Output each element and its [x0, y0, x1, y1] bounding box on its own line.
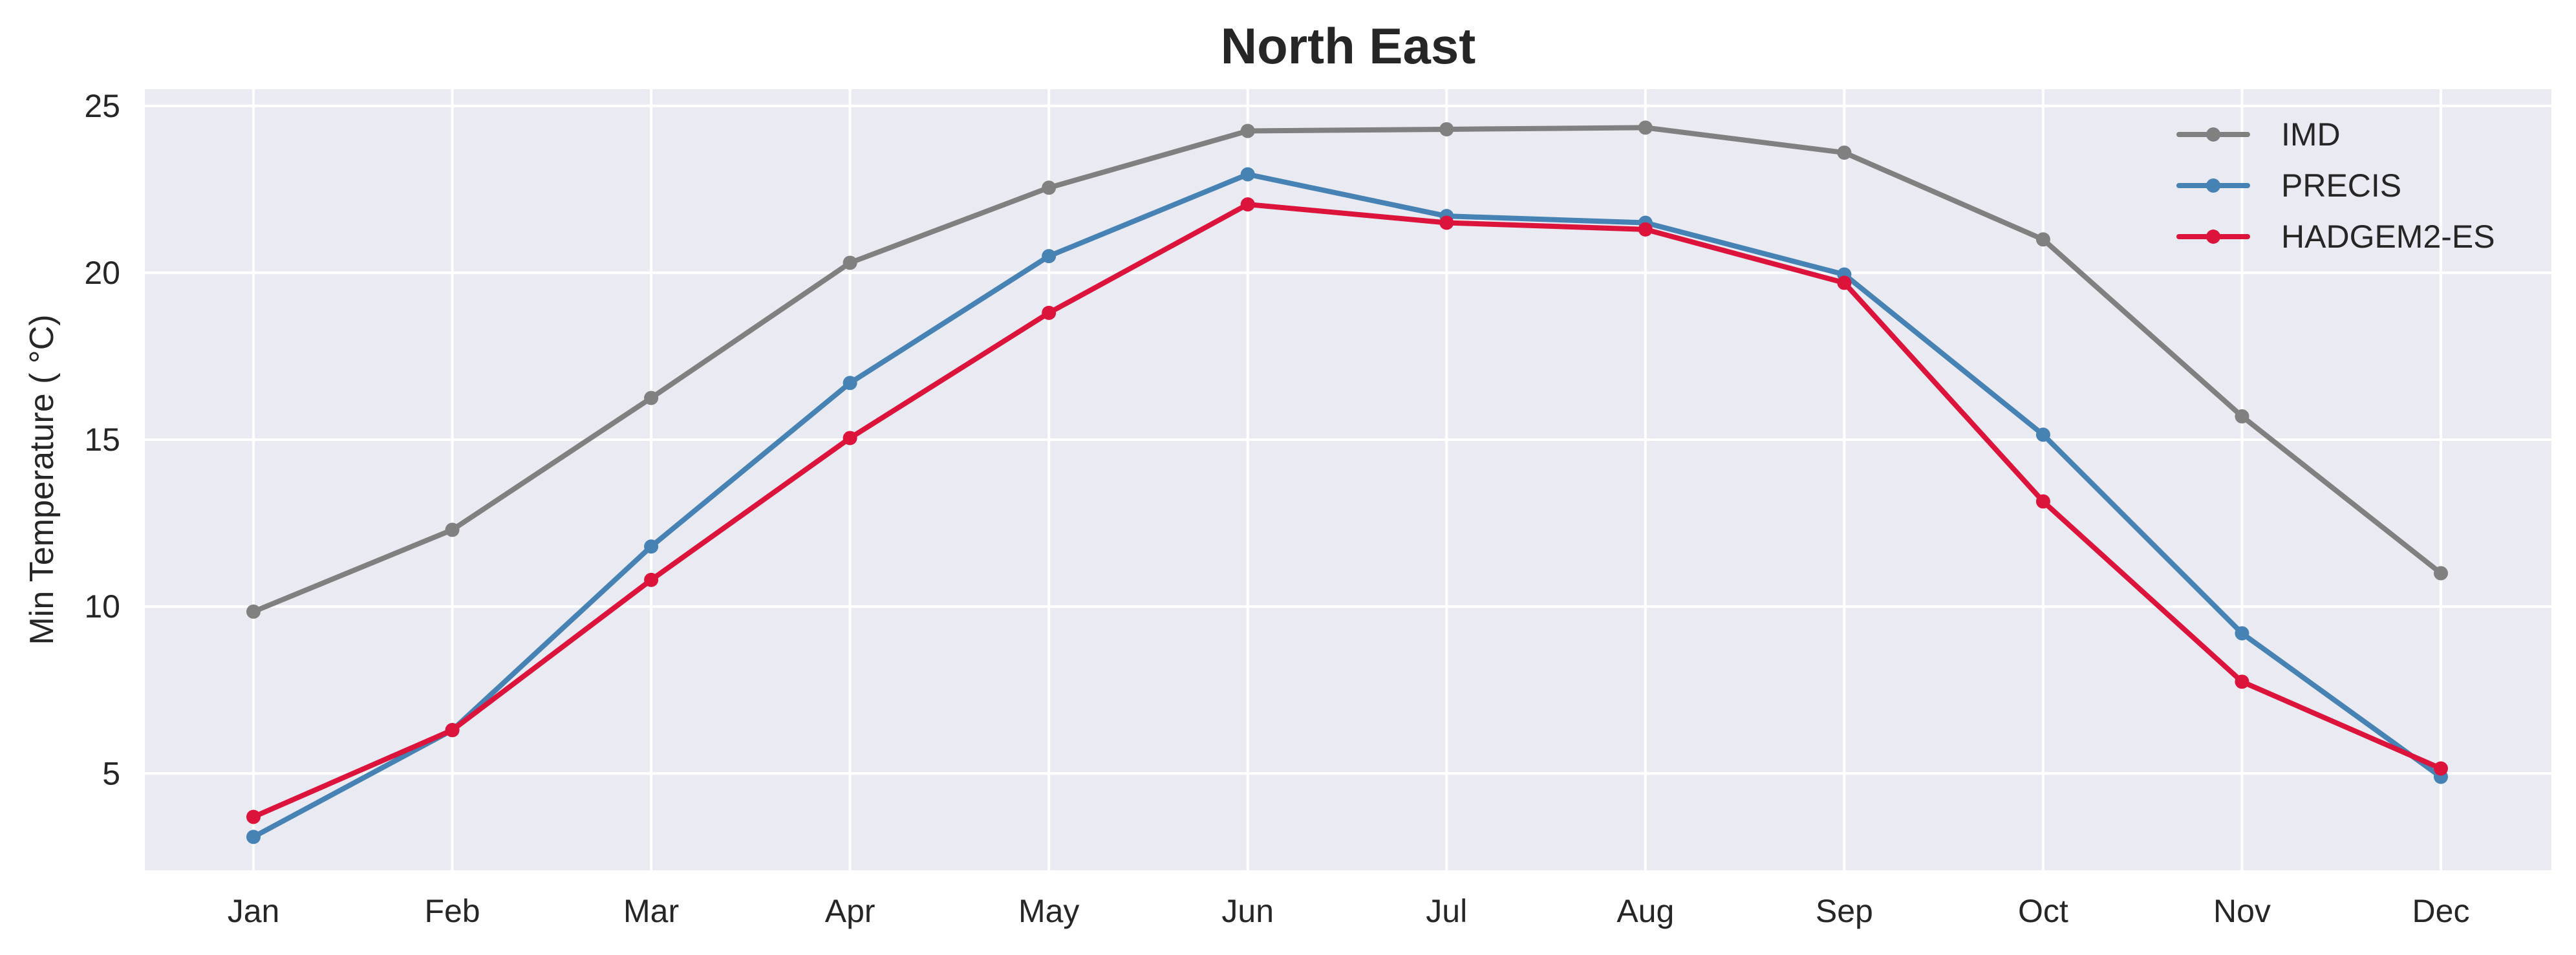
- legend-label: HADGEM2-ES: [2281, 219, 2495, 255]
- y-axis-label: Min Temperature ( °C): [23, 314, 61, 645]
- y-tick-label: 10: [84, 588, 120, 625]
- data-point-hadgem2-es: [2434, 761, 2448, 776]
- x-tick-label: Mar: [623, 893, 679, 929]
- legend-label: IMD: [2281, 116, 2341, 153]
- series-line-precis: [251, 171, 2443, 840]
- data-point-hadgem2-es: [1042, 305, 1057, 320]
- series-line-hadgem2-es: [251, 202, 2443, 820]
- x-tick-label: Sep: [1816, 893, 1873, 929]
- y-axis-ticks: 5 10 15 20 25: [84, 88, 120, 791]
- legend-marker: [2206, 178, 2220, 193]
- legend-marker: [2206, 230, 2220, 244]
- data-point-imd: [2035, 232, 2050, 247]
- data-point-precis: [644, 539, 659, 554]
- x-tick-label: Jun: [1221, 893, 1274, 929]
- data-point-hadgem2-es: [1240, 197, 1255, 212]
- data-point-imd: [2434, 566, 2448, 581]
- y-tick-label: 15: [84, 422, 120, 458]
- x-tick-label: Jan: [228, 893, 280, 929]
- legend-label: PRECIS: [2281, 167, 2401, 204]
- data-point-imd: [1439, 122, 1454, 136]
- chart-title: North East: [1221, 17, 1476, 74]
- data-point-imd: [1240, 123, 1255, 138]
- data-point-hadgem2-es: [1837, 275, 1852, 290]
- data-point-imd: [1837, 145, 1852, 160]
- x-tick-label: Feb: [424, 893, 480, 929]
- legend: IMD PRECIS HADGEM2-ES: [2176, 116, 2495, 255]
- series-lines: [246, 120, 2448, 844]
- series-line-imd: [251, 125, 2443, 614]
- data-point-precis: [2235, 626, 2249, 641]
- data-point-hadgem2-es: [445, 723, 460, 738]
- data-point-hadgem2-es: [843, 431, 857, 445]
- data-point-imd: [1042, 180, 1057, 195]
- x-tick-label: Jul: [1426, 893, 1467, 929]
- data-point-hadgem2-es: [1439, 215, 1454, 230]
- x-tick-label: Nov: [2213, 893, 2271, 929]
- data-point-hadgem2-es: [2035, 494, 2050, 509]
- x-tick-label: Oct: [2018, 893, 2068, 929]
- data-point-precis: [843, 376, 857, 391]
- x-axis-ticks: Jan Feb Mar Apr May Jun Jul Aug Sep Oct Nov Dec: [228, 893, 2470, 929]
- data-point-hadgem2-es: [2235, 674, 2249, 689]
- data-point-imd: [2235, 409, 2249, 424]
- data-point-hadgem2-es: [246, 810, 261, 824]
- x-tick-label: May: [1018, 893, 1079, 929]
- data-point-imd: [246, 604, 261, 619]
- plot-area: [145, 89, 2551, 870]
- data-point-imd: [644, 391, 659, 405]
- y-tick-label: 25: [84, 88, 120, 124]
- data-point-precis: [246, 830, 261, 844]
- y-tick-label: 5: [102, 755, 120, 791]
- grid-lines: [145, 89, 2551, 870]
- data-point-precis: [2035, 427, 2050, 442]
- data-point-precis: [1042, 249, 1057, 264]
- data-point-imd: [445, 522, 460, 537]
- data-point-precis: [1240, 167, 1255, 182]
- x-tick-label: Apr: [825, 893, 875, 929]
- data-point-hadgem2-es: [1638, 222, 1653, 237]
- x-tick-label: Aug: [1616, 893, 1674, 929]
- data-point-imd: [843, 255, 857, 270]
- x-tick-label: Dec: [2412, 893, 2470, 929]
- data-point-imd: [1638, 120, 1653, 135]
- data-point-hadgem2-es: [644, 572, 659, 587]
- y-tick-label: 20: [84, 255, 120, 291]
- legend-marker: [2206, 127, 2220, 142]
